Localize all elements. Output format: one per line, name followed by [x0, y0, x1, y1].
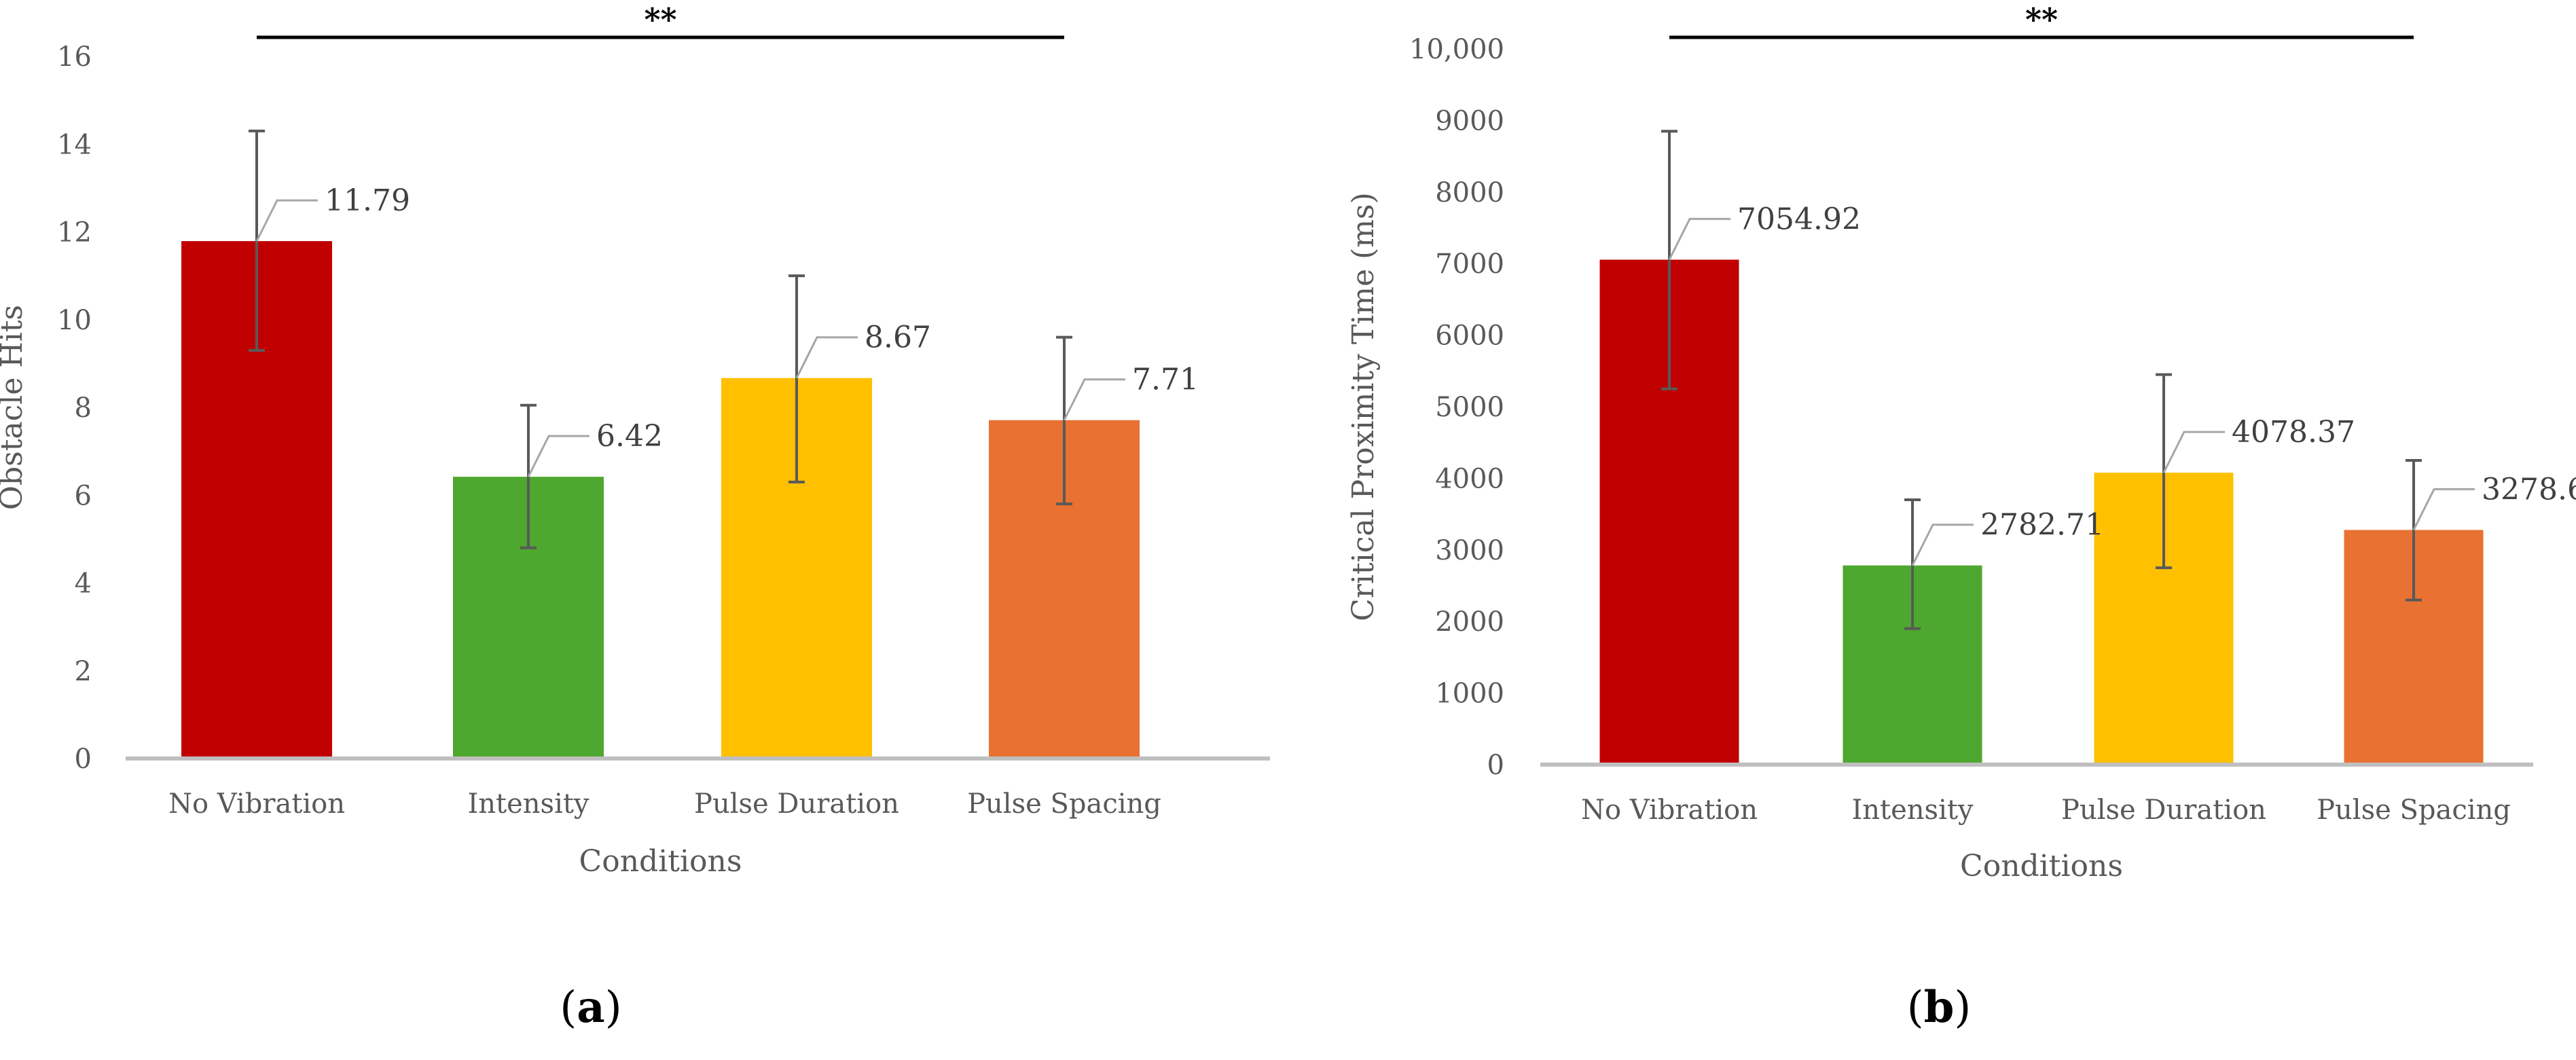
y-tick-label: 4	[75, 568, 92, 600]
panel-label: (b)	[1907, 982, 1972, 1033]
y-tick-label: 1000	[1435, 678, 1504, 710]
y-tick-label: 10,000	[1409, 34, 1504, 65]
y-tick-label: 3000	[1435, 535, 1504, 566]
error-bar	[2406, 459, 2422, 602]
y-tick-label: 9000	[1435, 105, 1504, 136]
y-tick-label: 7000	[1435, 249, 1504, 280]
data-label: 11.79	[325, 183, 410, 218]
x-tick-label: Pulse Duration	[2061, 794, 2266, 826]
y-tick-label: 2000	[1435, 606, 1504, 638]
y-tick-label: 16	[57, 41, 92, 73]
panel-label: (a)	[560, 982, 621, 1033]
y-tick-label: 8000	[1435, 177, 1504, 208]
y-tick-label: 5000	[1435, 392, 1504, 423]
y-tick-label: 2	[75, 656, 92, 687]
x-tick-label: Intensity	[467, 788, 589, 820]
y-tick-label: 0	[75, 744, 92, 775]
data-label: 6.42	[596, 419, 663, 454]
chart-panel-a: 0 2 4 6 8 10 12 14 16 Obstacle Hits 11.79 6.42 8.67 7…	[0, 1, 1270, 1033]
significance-label: **	[2025, 1, 2058, 38]
chart-panel-b: 0 1000 2000 3000 4000 5000 6000 7000 8000 9000 10,…	[1346, 1, 2576, 1033]
y-tick-label: 0	[1487, 750, 1504, 781]
data-label-leader	[1668, 217, 1730, 261]
data-label-leader	[2162, 431, 2225, 473]
y-tick-label: 14	[57, 129, 92, 160]
x-axis-title: Conditions	[1960, 849, 2123, 883]
significance-label: **	[644, 1, 676, 38]
x-tick-label: Pulse Spacing	[2317, 794, 2511, 826]
y-tick-label: 6000	[1435, 321, 1504, 352]
error-bar	[788, 274, 805, 483]
x-axis-title: Conditions	[579, 844, 742, 879]
y-tick-label: 10	[57, 305, 92, 336]
x-tick-label: Intensity	[1851, 794, 1973, 826]
error-bar	[1661, 130, 1677, 390]
error-bar	[1056, 335, 1072, 506]
y-axis-title: Critical Proximity Time (ms)	[1346, 192, 1381, 621]
data-label: 2782.71	[1980, 508, 2104, 543]
y-tick-label: 12	[57, 217, 92, 249]
x-tick-label: Pulse Duration	[694, 788, 899, 820]
data-label-leader	[795, 336, 858, 379]
data-label: 7.71	[1132, 363, 1199, 397]
data-label: 8.67	[865, 321, 931, 355]
data-label-leader	[255, 199, 318, 242]
x-tick-label: No Vibration	[1581, 794, 1758, 826]
x-tick-label: Pulse Spacing	[967, 788, 1161, 820]
data-label: 3278.63	[2482, 472, 2576, 507]
data-label: 4078.37	[2232, 415, 2355, 450]
data-label-leader	[527, 435, 589, 477]
data-label-leader	[1063, 378, 1125, 421]
y-tick-label: 8	[75, 392, 92, 424]
data-label-leader	[2412, 488, 2475, 531]
y-tick-label: 6	[75, 480, 92, 511]
x-tick-label: No Vibration	[168, 788, 345, 820]
y-tick-label: 4000	[1435, 463, 1504, 494]
data-label-leader	[1911, 524, 1974, 566]
y-axis-title: Obstacle Hits	[0, 305, 29, 510]
data-label: 7054.92	[1737, 202, 1861, 236]
